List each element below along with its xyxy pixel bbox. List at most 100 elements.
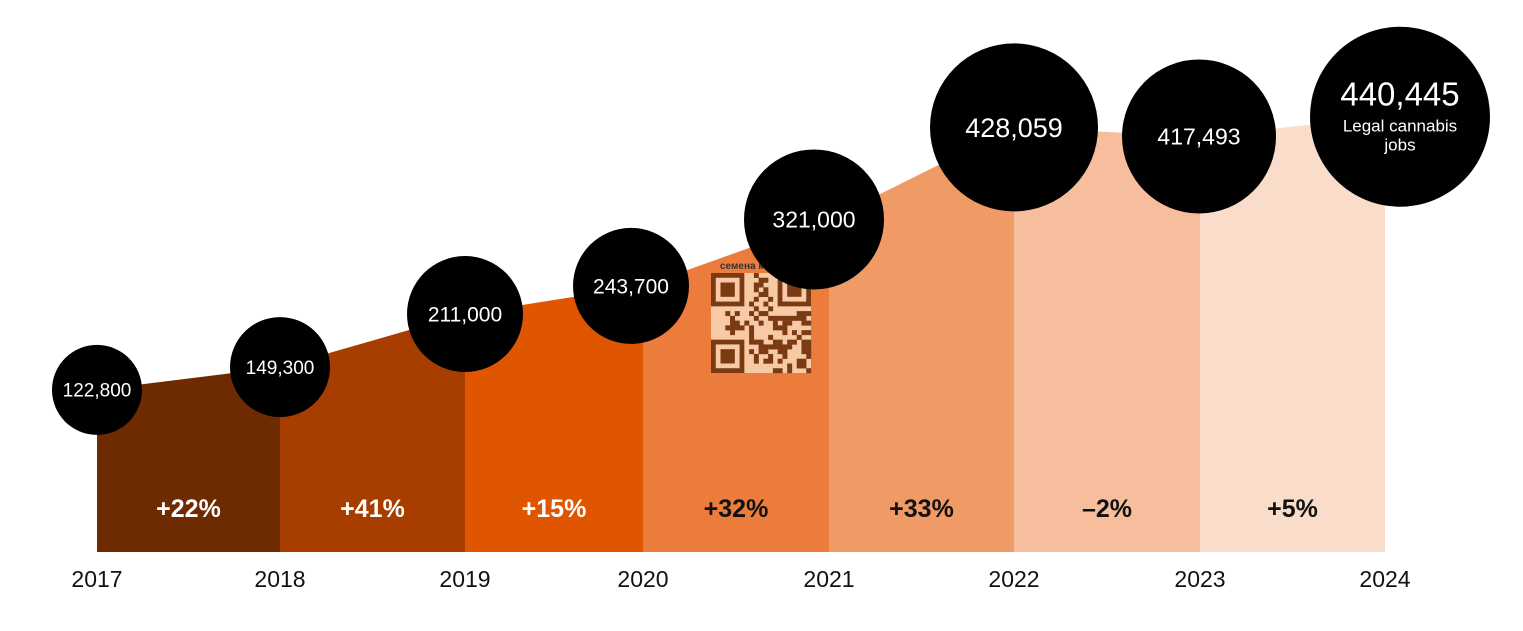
qr-module	[801, 339, 807, 345]
qr-module	[749, 330, 755, 336]
qr-module	[734, 311, 740, 317]
value-label: 428,059	[965, 113, 1063, 143]
qr-module	[758, 339, 764, 345]
year-label: 2020	[617, 566, 668, 592]
qr-module	[768, 344, 774, 350]
qr-module	[768, 353, 774, 359]
qr-module	[801, 330, 807, 336]
qr-module	[753, 339, 759, 345]
qr-module	[787, 344, 793, 350]
value-bubble-2021	[744, 149, 884, 290]
qr-module	[787, 368, 793, 374]
year-label: 2023	[1174, 566, 1225, 592]
year-label: 2017	[71, 566, 122, 592]
qr-module	[768, 334, 774, 340]
qr-module	[787, 363, 793, 369]
qr-module	[753, 306, 759, 312]
value-label: 149,300	[246, 358, 315, 379]
value-label: 243,700	[593, 275, 669, 298]
qr-module	[772, 339, 778, 345]
year-label: 2021	[803, 566, 854, 592]
qr-module	[730, 320, 736, 326]
qr-module	[782, 344, 788, 350]
qr-module	[782, 315, 788, 321]
qr-module	[782, 353, 788, 359]
qr-module	[730, 315, 736, 321]
area-segment-2019-2020	[465, 285, 643, 552]
qr-module	[758, 344, 764, 350]
qr-module	[777, 368, 783, 374]
value-bubble-2022	[930, 43, 1098, 212]
growth-label: +22%	[156, 495, 221, 523]
growth-label: –2%	[1082, 495, 1132, 523]
growth-label: +5%	[1267, 495, 1318, 523]
qr-module	[749, 325, 755, 331]
qr-module	[753, 287, 759, 293]
qr-module	[796, 311, 802, 317]
qr-module	[763, 287, 769, 293]
qr-finder-core	[720, 282, 735, 297]
qr-module	[791, 330, 797, 336]
qr-module	[777, 339, 783, 345]
qr-module	[772, 325, 778, 331]
value-bubble-2018	[230, 317, 330, 418]
qr-module	[749, 349, 755, 355]
qr-module	[801, 311, 807, 317]
qr-module	[777, 325, 783, 331]
qr-module	[749, 301, 755, 307]
qr-module	[806, 320, 812, 326]
year-label: 2022	[988, 566, 1039, 592]
qr-module	[796, 334, 802, 340]
growth-label: +41%	[340, 495, 405, 523]
qr-module	[806, 311, 812, 317]
qr-module	[739, 325, 745, 331]
qr-module	[768, 296, 774, 302]
qr-module	[782, 330, 788, 336]
qr-module	[796, 363, 802, 369]
area-segment-2023-2024	[1200, 116, 1385, 553]
qr-module	[753, 353, 759, 359]
qr-module	[763, 277, 769, 283]
qr-module	[763, 349, 769, 355]
qr-module	[777, 358, 783, 364]
qr-module	[753, 358, 759, 364]
qr-module	[758, 320, 764, 326]
qr-module	[801, 363, 807, 369]
qr-module	[791, 315, 797, 321]
qr-module	[772, 320, 778, 326]
qr-module	[801, 344, 807, 350]
year-labels: 2017 2018 2019 2020 2021 2022 2023 2024	[71, 566, 1410, 592]
qr-module	[763, 301, 769, 307]
qr-module	[768, 358, 774, 364]
qr-module	[772, 344, 778, 350]
qr-module	[758, 349, 764, 355]
qr-module	[777, 344, 783, 350]
qr-module	[725, 311, 731, 317]
qr-module	[787, 339, 793, 345]
qr-module	[734, 325, 740, 331]
qr-module	[768, 315, 774, 321]
qr-module	[758, 277, 764, 283]
qr-module	[730, 325, 736, 331]
qr-module	[763, 344, 769, 350]
qr-module	[753, 273, 759, 278]
value-bubble-2024	[1310, 26, 1490, 207]
qr-module	[782, 349, 788, 355]
value-label: 211,000	[428, 304, 502, 327]
growth-label: +33%	[889, 495, 954, 523]
growth-labels: +22% +41% +15% +32% +33% –2% +5%	[156, 495, 1318, 523]
qr-module	[806, 349, 812, 355]
growth-label: +15%	[522, 495, 587, 523]
qr-module	[777, 315, 783, 321]
qr-module	[806, 368, 812, 374]
qr-module	[777, 349, 783, 355]
year-label: 2018	[254, 566, 305, 592]
year-label: 2019	[439, 566, 490, 592]
qr-module	[772, 368, 778, 374]
value-caption: Legal cannabis jobs	[1343, 117, 1457, 155]
qr-module	[758, 292, 764, 298]
qr-module	[787, 315, 793, 321]
qr-module	[801, 320, 807, 326]
area-segment-2022-2023	[1014, 127, 1200, 552]
